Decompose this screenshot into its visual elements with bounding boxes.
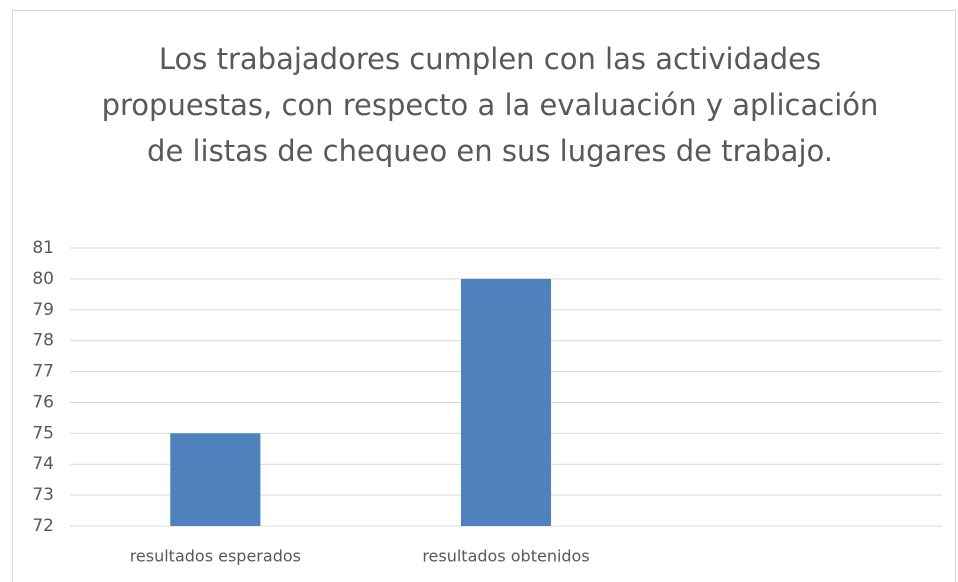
- chart-border: [12, 10, 956, 582]
- y-tick-label: 77: [32, 362, 54, 382]
- y-tick-label: 74: [32, 454, 54, 474]
- x-tick-label: resultados obtenidos: [422, 547, 589, 566]
- y-tick-label: 75: [32, 423, 54, 443]
- y-tick-label: 81: [32, 238, 54, 258]
- y-tick-label: 79: [32, 300, 54, 320]
- y-tick-label: 76: [32, 392, 54, 412]
- y-tick-label: 80: [32, 269, 54, 289]
- chart-title: Los trabajadores cumplen con las activid…: [101, 42, 879, 168]
- bar: [460, 278, 552, 526]
- bar: [170, 433, 261, 526]
- x-tick-label: resultados esperados: [130, 547, 301, 566]
- y-tick-label: 72: [32, 516, 54, 536]
- y-tick-label: 78: [32, 331, 54, 351]
- y-tick-label: 73: [32, 485, 54, 505]
